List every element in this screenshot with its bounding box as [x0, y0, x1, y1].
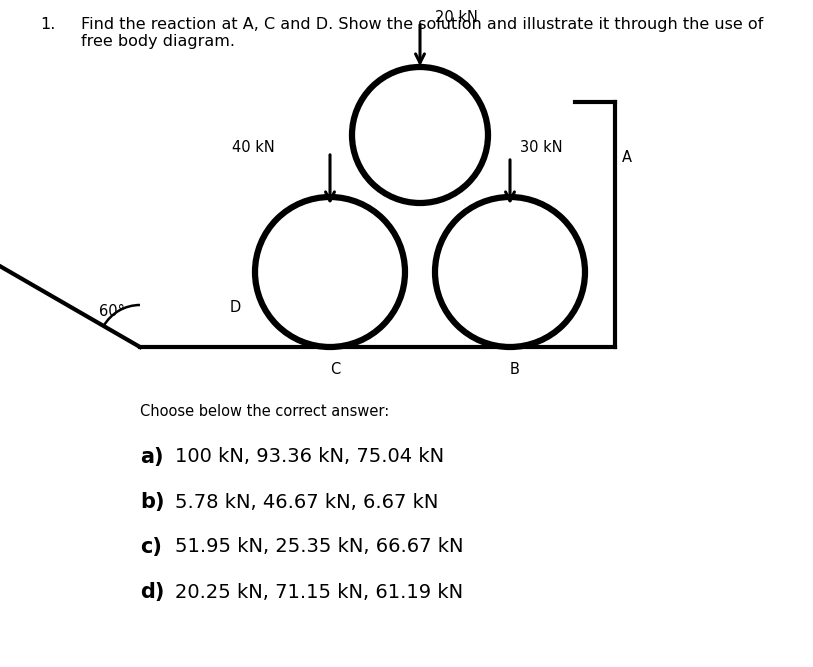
Text: 5.78 kN, 46.67 kN, 6.67 kN: 5.78 kN, 46.67 kN, 6.67 kN	[175, 492, 438, 512]
Text: 30 kN: 30 kN	[520, 139, 563, 155]
Text: C: C	[330, 362, 340, 377]
Text: 1.: 1.	[41, 17, 56, 31]
Text: Find the reaction at A, C and D. Show the solution and illustrate it through the: Find the reaction at A, C and D. Show th…	[81, 17, 763, 49]
Text: D: D	[230, 299, 241, 315]
Text: c): c)	[140, 537, 162, 557]
Text: 20 kN: 20 kN	[435, 9, 478, 25]
Text: a): a)	[140, 447, 163, 467]
Text: Choose below the correct answer:: Choose below the correct answer:	[140, 404, 389, 420]
Text: 51.95 kN, 25.35 kN, 66.67 kN: 51.95 kN, 25.35 kN, 66.67 kN	[175, 538, 463, 556]
Text: B: B	[510, 362, 520, 377]
Text: 100 kN, 93.36 kN, 75.04 kN: 100 kN, 93.36 kN, 75.04 kN	[175, 448, 444, 466]
Text: b): b)	[140, 492, 164, 512]
Text: 20.25 kN, 71.15 kN, 61.19 kN: 20.25 kN, 71.15 kN, 61.19 kN	[175, 582, 463, 602]
Text: 40 kN: 40 kN	[233, 139, 275, 155]
Text: A: A	[622, 149, 632, 165]
Text: 60°: 60°	[99, 305, 125, 319]
Text: d): d)	[140, 582, 164, 602]
